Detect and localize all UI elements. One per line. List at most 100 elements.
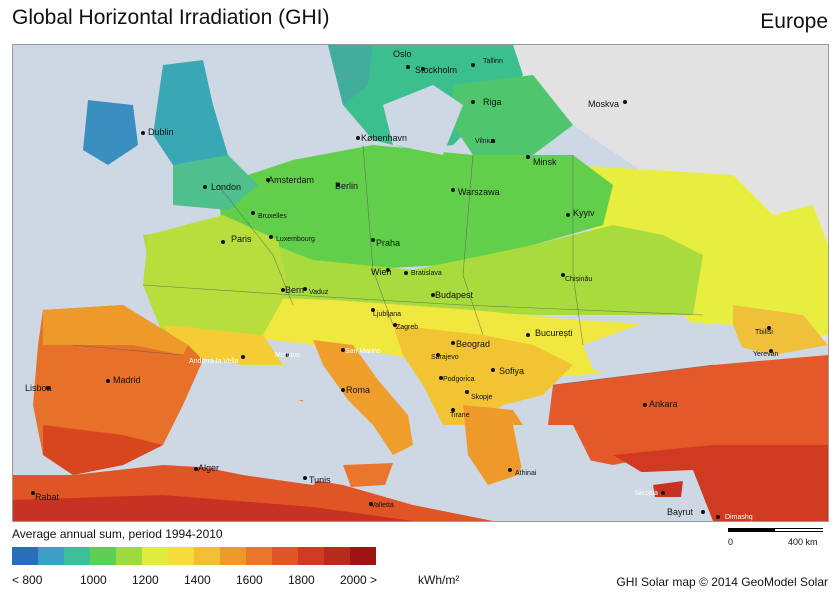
city-wien: Wien xyxy=(371,267,392,277)
color-legend xyxy=(12,547,376,565)
city-tallinn: Tallinn xyxy=(483,58,503,65)
city-dot-oslo xyxy=(406,65,410,69)
legend-swatch-3 xyxy=(90,547,116,565)
mediterranean-basin xyxy=(183,385,333,485)
zone-iberia-south xyxy=(43,425,163,475)
zone-italy xyxy=(313,340,413,455)
city-stockholm: Stockholm xyxy=(415,65,457,75)
legend-label-1400: 1400 xyxy=(184,573,211,587)
city-dimashq: Dimashq xyxy=(725,514,753,521)
city-dot-moskva xyxy=(623,100,627,104)
city-dot-rabat xyxy=(31,491,35,495)
city-bruxelles: Bruxelles xyxy=(258,213,287,220)
city-dot-kyyiv xyxy=(566,213,570,217)
scale-bar: 0 400 km xyxy=(728,528,824,558)
city-oslo: Oslo xyxy=(393,49,412,59)
legend-swatch-5 xyxy=(142,547,168,565)
city-dot-tallinn xyxy=(471,63,475,67)
city-vaduz: Vaduz xyxy=(309,289,329,296)
city-luxembourg: Luxembourg xyxy=(276,236,315,243)
city-dot-beograd xyxy=(451,341,455,345)
city-sarajevo: Sarajevo xyxy=(431,354,459,361)
city-lisboa: Lisboa xyxy=(25,383,52,393)
zone-turkey xyxy=(548,355,828,465)
legend-unit: kWh/m² xyxy=(418,573,460,587)
city-bratislava: Bratislava xyxy=(411,270,442,277)
legend-swatch-12 xyxy=(324,547,350,565)
legend-swatch-2 xyxy=(64,547,90,565)
city-dot-tunis xyxy=(303,476,307,480)
city-madrid: Madrid xyxy=(113,375,141,385)
legend-swatch-8 xyxy=(220,547,246,565)
city-dot-sanmarino xyxy=(341,348,345,352)
city-dot-ljubljana xyxy=(371,308,375,312)
legend-labels: < 800 1000 1200 1400 1600 1800 2000 > kW… xyxy=(0,573,500,589)
city-ljubljana: Ljubljana xyxy=(373,311,401,318)
city-dot-berlin xyxy=(336,183,340,187)
scale-bar-line xyxy=(728,528,823,532)
city-dot-valletta xyxy=(369,502,373,506)
city-athinai: Athinai xyxy=(515,470,537,477)
city-ankara: Ankara xyxy=(649,399,678,409)
region-label: Europe xyxy=(760,10,828,33)
city-dot-budapest xyxy=(431,293,435,297)
legend-swatch-1 xyxy=(38,547,64,565)
map-title: Global Horizontal Irradiation (GHI) xyxy=(12,6,330,29)
eastern-med xyxy=(533,470,713,521)
cyprus xyxy=(653,481,683,497)
city-chisinau: Chișinău xyxy=(565,276,592,283)
city-dublin: Dublin xyxy=(148,127,174,137)
legend-subtitle: Average annual sum, period 1994-2010 xyxy=(12,527,223,541)
country-borders xyxy=(72,144,714,386)
city-dot-minsk xyxy=(526,155,530,159)
scale-start: 0 xyxy=(728,537,734,547)
city-dot-vaduz xyxy=(303,287,307,291)
city-zagreb: Zagreb xyxy=(396,324,418,331)
city-berlin: Berlin xyxy=(335,181,358,191)
irradiation-map[interactable]: Oslo Stockholm Tallinn Riga Moskva Dubli… xyxy=(12,44,829,522)
zone-norway-south xyxy=(328,45,373,105)
city-andorra: Andorra la Vella xyxy=(189,358,239,365)
legend-label-2000: 2000 > xyxy=(340,573,378,587)
city-rabat: Rabat xyxy=(35,492,60,502)
city-alger: Alger xyxy=(198,463,219,473)
city-bern: Bern xyxy=(285,285,304,295)
city-budapest: Budapest xyxy=(435,290,474,300)
city-dot-lisboa xyxy=(46,386,50,390)
city-monaco: Monaco xyxy=(275,352,300,359)
city-beograd: Beograd xyxy=(456,339,490,349)
city-dot-madrid xyxy=(106,379,110,383)
city-skopje: Skopje xyxy=(471,394,493,401)
legend-swatch-4 xyxy=(116,547,142,565)
city-dot-andorra xyxy=(241,355,245,359)
legend-label-1800: 1800 xyxy=(288,573,315,587)
city-paris: Paris xyxy=(231,234,252,244)
zone-sicily xyxy=(343,463,393,487)
city-dot-bucuresti xyxy=(526,333,530,337)
city-dot-skopje xyxy=(465,390,469,394)
city-minsk: Minsk xyxy=(533,157,557,167)
legend-swatch-13 xyxy=(350,547,376,565)
city-kobenhavn: København xyxy=(361,133,407,143)
city-dot-monaco xyxy=(285,353,289,357)
baltic-sea xyxy=(383,85,463,155)
city-warszawa: Warszawa xyxy=(458,187,500,197)
city-dot-bayrut xyxy=(701,510,705,514)
city-dot-athinai xyxy=(508,468,512,472)
city-dot-riga xyxy=(471,100,475,104)
city-yerevan: Yerevan xyxy=(753,351,779,358)
legend-swatch-9 xyxy=(246,547,272,565)
city-sofiya: Sofiya xyxy=(499,366,524,376)
city-dot-bratislava xyxy=(404,271,408,275)
city-dot-bern xyxy=(281,288,285,292)
legend-swatch-0 xyxy=(12,547,38,565)
city-london: London xyxy=(211,182,241,192)
city-tunis: Tunis xyxy=(309,475,331,485)
city-valletta: Valletta xyxy=(371,502,394,509)
city-nicosia: Nicosia xyxy=(635,490,658,497)
city-dot-chisinau xyxy=(561,273,565,277)
city-bayrut: Bayrut xyxy=(667,507,694,517)
city-dot-yerevan xyxy=(769,349,773,353)
black-sea xyxy=(583,320,743,375)
city-kyyiv: Kyyiv xyxy=(573,208,595,218)
